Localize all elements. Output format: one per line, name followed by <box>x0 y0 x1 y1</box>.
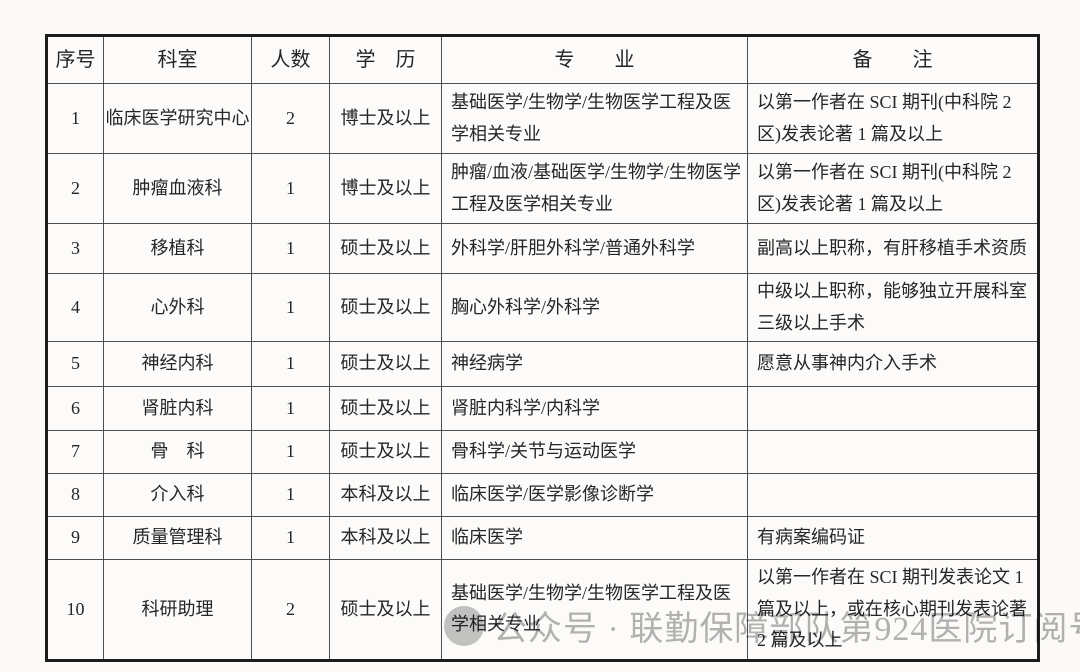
cell-no: 7 <box>46 430 104 474</box>
cell-no: 4 <box>46 273 104 342</box>
cell-dept: 介入科 <box>103 473 252 517</box>
cell-note: 副高以上职称，有肝移植手术资质 <box>747 223 1039 274</box>
cell-edu: 硕士及以上 <box>329 341 442 387</box>
table-row: 2 肿瘤血液科 1 博士及以上 肿瘤/血液/基础医学/生物学/生物医学工程及医学… <box>46 153 1039 224</box>
cell-note <box>747 430 1039 474</box>
cell-no: 9 <box>46 516 104 560</box>
header-no: 序号 <box>46 35 104 84</box>
cell-no: 6 <box>46 386 104 431</box>
table-row: 3 移植科 1 硕士及以上 外科学/肝胆外科学/普通外科学 副高以上职称，有肝移… <box>46 223 1039 274</box>
recruitment-table: 序号 科室 人数 学 历 专 业 备 注 1 临床医学研究中心 2 博士及以上 … <box>45 34 1040 662</box>
cell-no: 3 <box>46 223 104 274</box>
cell-count: 1 <box>251 153 330 224</box>
cell-note <box>747 386 1039 431</box>
cell-count: 1 <box>251 386 330 431</box>
table-row: 1 临床医学研究中心 2 博士及以上 基础医学/生物学/生物医学工程及医学相关专… <box>46 83 1039 154</box>
cell-count: 1 <box>251 341 330 387</box>
cell-no: 1 <box>46 83 104 154</box>
cell-edu: 硕士及以上 <box>329 223 442 274</box>
header-edu: 学 历 <box>329 35 442 84</box>
cell-note: 有病案编码证 <box>747 516 1039 560</box>
cell-note: 以第一作者在 SCI 期刊(中科院 2 区)发表论著 1 篇及以上 <box>747 83 1039 154</box>
cell-no: 10 <box>46 559 104 661</box>
cell-major: 基础医学/生物学/生物医学工程及医学相关专业 <box>441 83 748 154</box>
header-count: 人数 <box>251 35 330 84</box>
table-row: 7 骨 科 1 硕士及以上 骨科学/关节与运动医学 <box>46 430 1039 474</box>
cell-edu: 硕士及以上 <box>329 559 442 661</box>
table-row: 4 心外科 1 硕士及以上 胸心外科学/外科学 中级以上职称，能够独立开展科室三… <box>46 273 1039 342</box>
cell-note <box>747 473 1039 517</box>
cell-edu: 博士及以上 <box>329 153 442 224</box>
cell-edu: 本科及以上 <box>329 473 442 517</box>
cell-major: 肿瘤/血液/基础医学/生物学/生物医学工程及医学相关专业 <box>441 153 748 224</box>
table-row: 8 介入科 1 本科及以上 临床医学/医学影像诊断学 <box>46 473 1039 517</box>
cell-no: 8 <box>46 473 104 517</box>
cell-note: 愿意从事神内介入手术 <box>747 341 1039 387</box>
cell-no: 5 <box>46 341 104 387</box>
cell-dept: 移植科 <box>103 223 252 274</box>
table-row: 9 质量管理科 1 本科及以上 临床医学 有病案编码证 <box>46 516 1039 560</box>
header-dept: 科室 <box>103 35 252 84</box>
cell-edu: 本科及以上 <box>329 516 442 560</box>
cell-count: 2 <box>251 559 330 661</box>
cell-major: 神经病学 <box>441 341 748 387</box>
cell-note: 中级以上职称，能够独立开展科室三级以上手术 <box>747 273 1039 342</box>
cell-dept: 科研助理 <box>103 559 252 661</box>
cell-note: 以第一作者在 SCI 期刊(中科院 2 区)发表论著 1 篇及以上 <box>747 153 1039 224</box>
cell-count: 1 <box>251 430 330 474</box>
cell-major: 基础医学/生物学/生物医学工程及医学相关专业 <box>441 559 748 661</box>
cell-edu: 博士及以上 <box>329 83 442 154</box>
cell-major: 胸心外科学/外科学 <box>441 273 748 342</box>
cell-dept: 临床医学研究中心 <box>103 83 252 154</box>
cell-edu: 硕士及以上 <box>329 386 442 431</box>
cell-dept: 肿瘤血液科 <box>103 153 252 224</box>
cell-dept: 质量管理科 <box>103 516 252 560</box>
cell-major: 骨科学/关节与运动医学 <box>441 430 748 474</box>
cell-edu: 硕士及以上 <box>329 273 442 342</box>
cell-edu: 硕士及以上 <box>329 430 442 474</box>
cell-count: 1 <box>251 223 330 274</box>
cell-count: 1 <box>251 273 330 342</box>
cell-dept: 心外科 <box>103 273 252 342</box>
cell-count: 1 <box>251 516 330 560</box>
cell-no: 2 <box>46 153 104 224</box>
cell-dept: 骨 科 <box>103 430 252 474</box>
cell-major: 肾脏内科学/内科学 <box>441 386 748 431</box>
cell-note: 以第一作者在 SCI 期刊发表论文 1 篇及以上，或在核心期刊发表论著 2 篇及… <box>747 559 1039 661</box>
cell-count: 2 <box>251 83 330 154</box>
table-row: 10 科研助理 2 硕士及以上 基础医学/生物学/生物医学工程及医学相关专业 以… <box>46 559 1039 661</box>
table-header-row: 序号 科室 人数 学 历 专 业 备 注 <box>46 35 1039 84</box>
cell-major: 临床医学 <box>441 516 748 560</box>
cell-major: 临床医学/医学影像诊断学 <box>441 473 748 517</box>
cell-dept: 肾脏内科 <box>103 386 252 431</box>
header-note: 备 注 <box>747 35 1039 84</box>
cell-dept: 神经内科 <box>103 341 252 387</box>
cell-count: 1 <box>251 473 330 517</box>
header-major: 专 业 <box>441 35 748 84</box>
table-row: 5 神经内科 1 硕士及以上 神经病学 愿意从事神内介入手术 <box>46 341 1039 387</box>
cell-major: 外科学/肝胆外科学/普通外科学 <box>441 223 748 274</box>
table-row: 6 肾脏内科 1 硕士及以上 肾脏内科学/内科学 <box>46 386 1039 431</box>
